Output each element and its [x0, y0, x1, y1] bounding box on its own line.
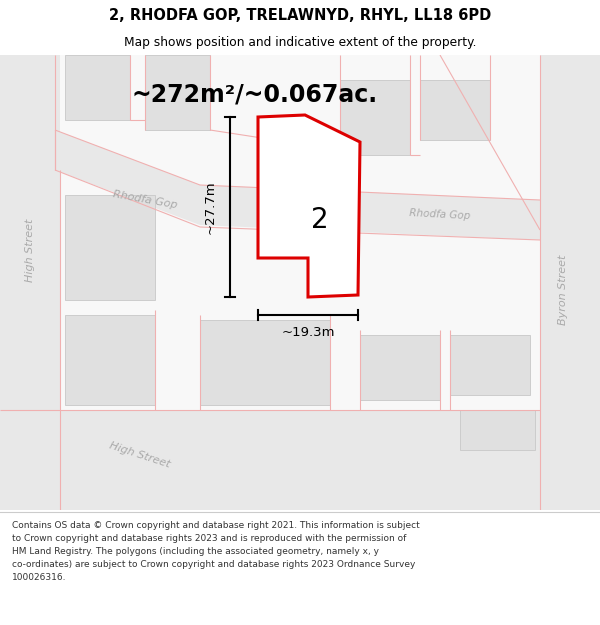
- Text: ~19.3m: ~19.3m: [281, 326, 335, 339]
- Polygon shape: [258, 115, 360, 297]
- Polygon shape: [340, 80, 410, 155]
- Polygon shape: [450, 335, 530, 395]
- Polygon shape: [0, 55, 600, 510]
- Polygon shape: [440, 55, 600, 240]
- Text: Byron Street: Byron Street: [558, 255, 568, 325]
- Text: Rhodfa Gop: Rhodfa Gop: [112, 189, 178, 211]
- Polygon shape: [55, 130, 540, 240]
- Text: ~27.7m: ~27.7m: [203, 180, 217, 234]
- Polygon shape: [65, 195, 155, 300]
- Polygon shape: [420, 80, 490, 140]
- Text: High Street: High Street: [25, 218, 35, 282]
- Text: Rhodfa Gop: Rhodfa Gop: [409, 208, 471, 222]
- Polygon shape: [360, 335, 440, 400]
- Polygon shape: [460, 410, 535, 450]
- Polygon shape: [540, 55, 600, 510]
- Polygon shape: [65, 55, 130, 120]
- Text: ~272m²/~0.067ac.: ~272m²/~0.067ac.: [132, 83, 378, 107]
- Text: Map shows position and indicative extent of the property.: Map shows position and indicative extent…: [124, 36, 476, 49]
- Polygon shape: [0, 55, 60, 510]
- Text: 2: 2: [311, 206, 329, 234]
- Text: High Street: High Street: [109, 441, 172, 469]
- Text: 2, RHODFA GOP, TRELAWNYD, RHYL, LL18 6PD: 2, RHODFA GOP, TRELAWNYD, RHYL, LL18 6PD: [109, 8, 491, 23]
- Text: Contains OS data © Crown copyright and database right 2021. This information is : Contains OS data © Crown copyright and d…: [12, 521, 420, 582]
- Polygon shape: [65, 315, 155, 405]
- Polygon shape: [145, 55, 210, 130]
- Polygon shape: [0, 410, 600, 510]
- Polygon shape: [200, 320, 330, 405]
